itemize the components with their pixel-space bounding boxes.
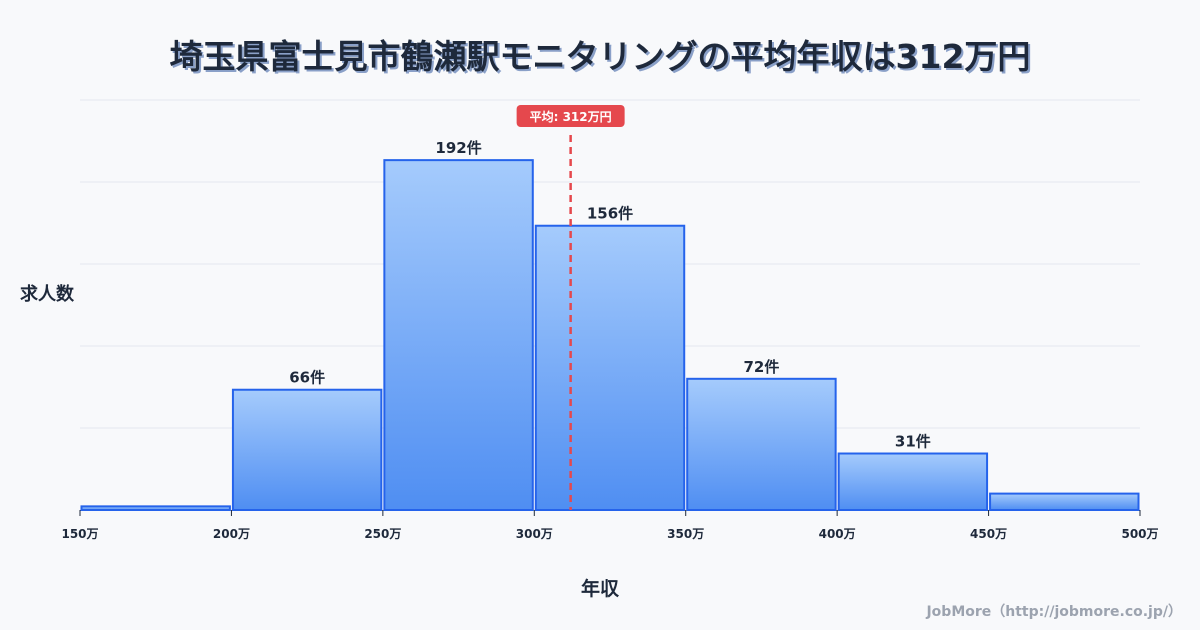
x-tick-label: 350万: [667, 527, 704, 541]
mean-badge: [516, 105, 625, 127]
x-tick-label: 250万: [364, 527, 401, 541]
bar-value-label: 72件: [743, 358, 779, 376]
histogram-bar[interactable]: [534, 224, 686, 511]
x-tick-label: 300万: [516, 527, 553, 541]
x-tick-label: 150万: [61, 527, 98, 541]
histogram-bar[interactable]: [989, 492, 1140, 512]
x-axis-label: 年収: [580, 578, 619, 600]
mean-line: 平均: 312万円: [516, 105, 625, 510]
x-tick-label: 400万: [819, 527, 856, 541]
histogram-bar[interactable]: [686, 377, 837, 511]
chart-title: 埼玉県富士見市鶴瀬駅モニタリングの平均年収は312万円: [169, 37, 1031, 76]
x-tick-label: 500万: [1121, 527, 1158, 541]
bar-value-label: 156件: [587, 205, 633, 223]
bar-value-label: 31件: [895, 433, 931, 451]
mean-badge-label: 平均: 312万円: [530, 109, 612, 124]
footer-credit: JobMore（http://jobmore.co.jp/）: [926, 604, 1182, 620]
histogram-bar[interactable]: [231, 388, 383, 512]
histogram-bar[interactable]: [383, 159, 534, 511]
y-axis-label: 求人数: [20, 284, 74, 305]
x-tick-label: 200万: [213, 527, 250, 541]
x-tick-label: 450万: [970, 527, 1007, 541]
histogram-bar[interactable]: [837, 452, 989, 511]
histogram-bar[interactable]: [80, 505, 231, 512]
bar-value-label: 192件: [435, 139, 481, 157]
x-axis-ticks: 150万 200万 250万 300万 350万 400万 450万 500万: [61, 510, 1159, 541]
bar-value-label: 66件: [289, 369, 325, 387]
bars: 66件 192件 156件 72件 31件: [80, 139, 1140, 512]
